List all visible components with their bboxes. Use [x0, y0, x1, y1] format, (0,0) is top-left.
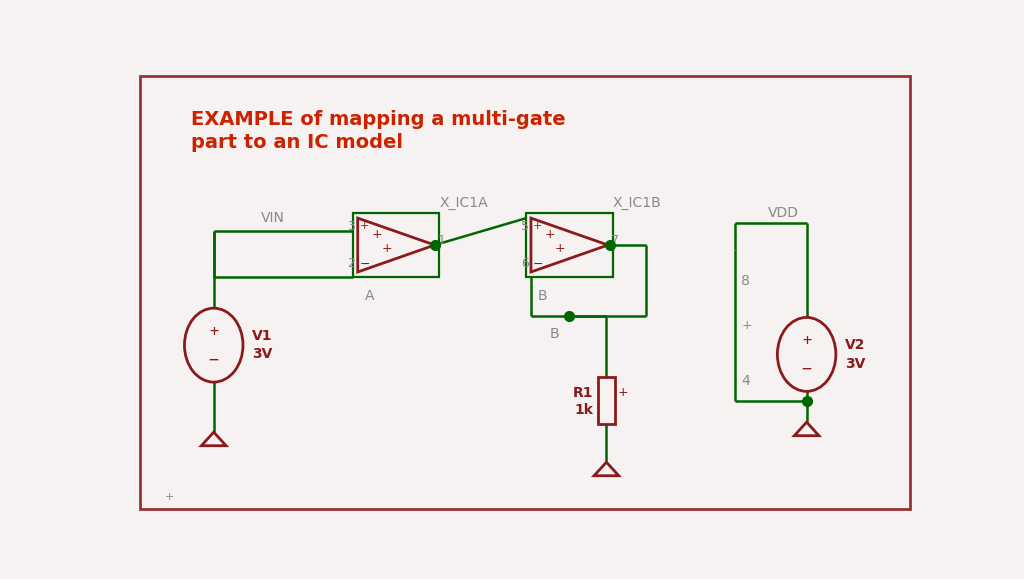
Text: −: −: [532, 258, 543, 271]
Text: B: B: [538, 289, 547, 303]
Text: 1: 1: [438, 234, 445, 247]
Text: −: −: [209, 350, 219, 368]
Text: +: +: [382, 241, 392, 255]
Text: +: +: [802, 333, 811, 348]
Text: VDD: VDD: [768, 206, 799, 219]
Text: +: +: [545, 228, 556, 241]
Text: VIN: VIN: [261, 211, 285, 225]
Text: R1: R1: [572, 386, 593, 400]
Text: +: +: [617, 386, 629, 400]
Text: −: −: [359, 258, 370, 271]
Text: V1: V1: [252, 329, 272, 343]
Text: V2: V2: [845, 338, 865, 352]
Text: 7: 7: [611, 234, 620, 247]
Text: +: +: [360, 221, 370, 231]
Text: −: −: [802, 360, 812, 378]
Bar: [526, 214, 612, 277]
Text: 3V: 3V: [845, 357, 865, 371]
Text: 5: 5: [520, 221, 528, 233]
Text: +: +: [165, 492, 174, 502]
Bar: [353, 214, 439, 277]
Text: A: A: [365, 289, 374, 303]
Text: +: +: [534, 221, 543, 231]
Text: 8: 8: [741, 274, 750, 288]
Text: +: +: [741, 318, 752, 332]
Text: +: +: [555, 241, 565, 255]
Text: 3: 3: [347, 221, 355, 233]
Text: 1k: 1k: [574, 403, 593, 417]
Text: X_IC1A: X_IC1A: [439, 196, 488, 210]
Text: EXAMPLE of mapping a multi-gate: EXAMPLE of mapping a multi-gate: [190, 109, 565, 129]
Text: B: B: [549, 327, 559, 340]
Text: +: +: [372, 228, 382, 241]
Text: 3V: 3V: [252, 347, 272, 361]
Text: X_IC1B: X_IC1B: [612, 196, 662, 210]
Text: 2: 2: [347, 256, 355, 270]
Text: part to an IC model: part to an IC model: [190, 133, 402, 152]
Text: 4: 4: [741, 375, 750, 389]
Text: 6: 6: [521, 256, 528, 270]
Bar: [598, 378, 614, 424]
Text: +: +: [209, 324, 218, 339]
